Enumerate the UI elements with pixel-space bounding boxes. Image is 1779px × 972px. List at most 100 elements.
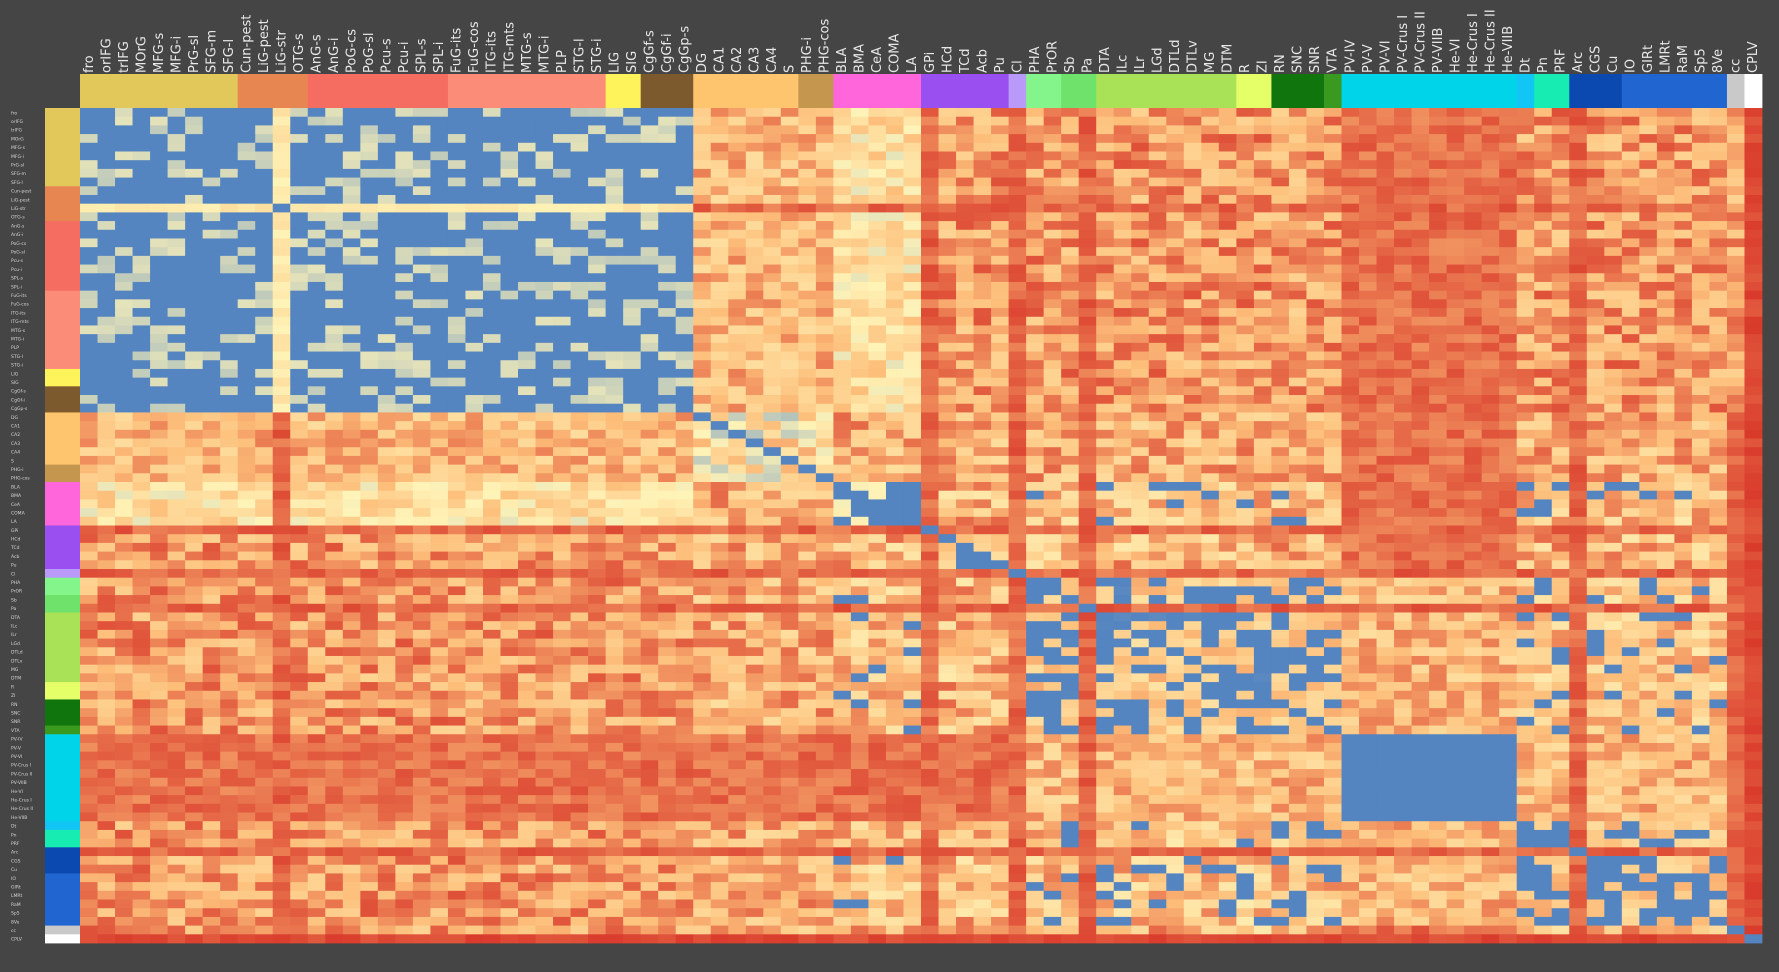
heatmap-cell [833,542,852,552]
heatmap-cell [465,281,484,292]
heatmap-cell [1674,194,1693,205]
heatmap-cell [255,168,274,178]
heatmap-cell [1499,273,1518,283]
heatmap-cell [1201,490,1220,500]
heatmap-cell [973,473,992,483]
heatmap-cell [833,334,852,344]
heatmap-cell [272,221,291,231]
heatmap-cell [815,386,834,396]
heatmap-cell [1744,447,1763,457]
heatmap-cell [290,125,309,135]
heatmap-cell [255,438,274,448]
heatmap-cell [360,377,379,387]
heatmap-cell [745,264,764,274]
heatmap-cell [991,247,1009,257]
heatmap-cell [1201,186,1220,196]
heatmap-cell [115,421,133,431]
heatmap-cell [1499,377,1518,387]
heatmap-cell [973,308,992,318]
heatmap-cell [377,464,396,474]
heatmap-cell [763,360,782,370]
heatmap-cell [342,455,361,466]
heatmap-cell [220,212,239,222]
heatmap-cell [185,473,204,483]
heatmap-cell [798,508,817,518]
heatmap-cell [991,134,1009,144]
heatmap-cell [1499,542,1518,552]
heatmap-cell [938,377,957,387]
heatmap-cell [1726,386,1745,396]
heatmap-cell [1551,186,1570,196]
heatmap-cell [220,464,239,474]
heatmap-cell [1061,508,1080,518]
heatmap-cell [640,368,659,379]
heatmap-cell [1621,308,1640,318]
heatmap-cell [1674,177,1693,187]
heatmap-cell [377,308,396,318]
heatmap-cell [833,482,852,492]
heatmap-cell [1534,134,1553,144]
heatmap-cell [745,403,764,413]
heatmap-cell [1043,108,1062,118]
heatmap-cell [1026,334,1045,344]
heatmap-cell [1288,142,1307,152]
heatmap-cell [290,325,309,335]
heatmap-cell [1691,508,1710,518]
heatmap-cell [1376,316,1395,326]
heatmap-cell [798,229,817,239]
heatmap-cell [1674,273,1693,283]
heatmap-cell [1131,412,1150,422]
heatmap-cell [885,368,904,379]
heatmap-cell [80,134,98,144]
heatmap-cell [1078,542,1097,552]
heatmap-cell [605,299,624,309]
heatmap-cell [710,203,729,213]
heatmap-cell [1323,325,1342,335]
heatmap-cell [903,334,922,344]
heatmap-cell [500,221,519,231]
heatmap-cell [921,551,939,561]
heatmap-cell [237,412,256,422]
heatmap-cell [885,151,904,161]
heatmap-cell [202,403,221,413]
heatmap-cell [1218,499,1237,509]
heatmap-cell [1569,534,1588,544]
heatmap-cell [1359,151,1377,161]
heatmap-cell [1236,395,1255,405]
heatmap-cell [1253,473,1272,483]
heatmap-cell [1201,168,1220,178]
heatmap-cell [991,342,1009,352]
heatmap-cell [307,412,326,422]
heatmap-cell [1008,542,1027,552]
heatmap-cell [1218,447,1237,457]
heatmap-cell [150,168,168,178]
heatmap-cell [675,238,694,248]
heatmap-cell [500,490,519,500]
heatmap-cell [1078,464,1097,474]
heatmap-cell [395,334,414,344]
heatmap-cell [325,508,344,518]
heatmap-cell [360,221,379,231]
heatmap-cell [1288,334,1307,344]
heatmap-cell [1376,342,1395,352]
heatmap-cell [500,273,519,283]
heatmap-cell [1201,351,1220,361]
heatmap-cell [1621,360,1640,370]
heatmap-cell [1726,482,1745,492]
heatmap-cell [377,525,396,535]
heatmap-cell [185,247,204,257]
heatmap-cell [693,464,712,474]
heatmap-cell [675,508,694,518]
heatmap-cell [1569,299,1588,309]
heatmap-cell [1096,360,1115,370]
heatmap-cell [482,403,501,413]
heatmap-cell [1043,421,1062,431]
heatmap-cell [465,273,484,283]
heatmap-cell [377,255,396,265]
heatmap-cell [1709,421,1728,431]
heatmap-cell [1429,421,1448,431]
heatmap-cell [272,542,291,552]
heatmap-cell [938,212,957,222]
heatmap-cell [430,360,449,370]
heatmap-cell [693,281,712,292]
